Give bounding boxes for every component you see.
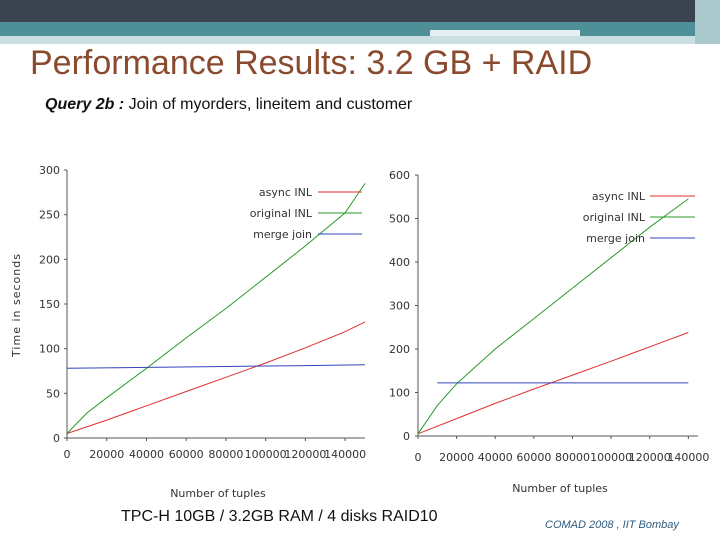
x-tick-label: 80000 — [208, 448, 243, 461]
query-description: Join of myorders, lineitem and customer — [124, 96, 413, 113]
y-tick-label: 600 — [389, 169, 410, 182]
x-tick-label: 60000 — [169, 448, 204, 461]
legend-label: original INL — [583, 211, 646, 224]
legend-label: async INL — [592, 190, 646, 203]
x-tick-label: 20000 — [439, 451, 474, 464]
slide-footer: COMAD 2008 , IIT Bombay — [545, 519, 679, 531]
x-tick-label: 100000 — [590, 451, 632, 464]
legend-label: merge join — [586, 232, 645, 245]
y-tick-label: 200 — [39, 253, 60, 266]
y-tick-label: 100 — [39, 343, 60, 356]
slide-caption: TPC-H 10GB / 3.2GB RAM / 4 disks RAID10 — [121, 508, 438, 525]
legend-label: original INL — [250, 207, 313, 220]
x-tick-label: 80000 — [555, 451, 590, 464]
series-line-original-inl — [66, 183, 366, 434]
x-tick-label: 40000 — [129, 448, 164, 461]
y-tick-label: 0 — [53, 432, 60, 445]
y-tick-label: 50 — [46, 387, 60, 400]
x-tick-label: 140000 — [324, 448, 366, 461]
x-tick-label: 140000 — [667, 451, 709, 464]
series-line-async-inl — [66, 321, 366, 434]
x-tick-label: 0 — [64, 448, 71, 461]
x-tick-label: 100000 — [245, 448, 287, 461]
y-axis-label: Time in seconds — [10, 253, 23, 358]
y-tick-label: 100 — [389, 387, 410, 400]
x-axis-label: Number of tuples — [170, 487, 266, 500]
y-tick-label: 300 — [39, 164, 60, 177]
legend-label: merge join — [253, 228, 312, 241]
y-tick-label: 0 — [403, 430, 410, 443]
slide-title: Performance Results: 3.2 GB + RAID — [30, 44, 593, 82]
x-tick-label: 20000 — [89, 448, 124, 461]
y-tick-label: 200 — [389, 343, 410, 356]
x-tick-label: 60000 — [516, 451, 551, 464]
slide-header-bar — [0, 0, 720, 22]
x-tick-label: 40000 — [478, 451, 513, 464]
x-tick-label: 120000 — [284, 448, 326, 461]
x-tick-label: 0 — [415, 451, 422, 464]
y-tick-label: 400 — [389, 256, 410, 269]
slide-header-accent — [0, 22, 720, 36]
series-line-merge-join — [66, 364, 366, 369]
series-line-async-inl — [417, 332, 689, 435]
right-chart: 0 100 200 300 400 500 600 0 20000 40000 60000 80000… — [389, 169, 709, 495]
x-axis-label: Number of tuples — [512, 482, 608, 495]
legend-label: async INL — [259, 186, 313, 199]
y-tick-label: 150 — [39, 298, 60, 311]
query-label: Query 2b : — [45, 96, 125, 113]
slide-header-corner — [695, 0, 720, 44]
y-tick-label: 250 — [39, 209, 60, 222]
slide-subtitle: Query 2b : Join of myorders, lineitem an… — [45, 96, 412, 114]
y-tick-label: 300 — [389, 300, 410, 313]
x-tick-label: 120000 — [629, 451, 671, 464]
slide-header-light-band — [0, 36, 720, 44]
slide-header-stripe — [430, 30, 580, 36]
y-tick-label: 500 — [389, 213, 410, 226]
series-line-original-inl — [417, 198, 689, 435]
